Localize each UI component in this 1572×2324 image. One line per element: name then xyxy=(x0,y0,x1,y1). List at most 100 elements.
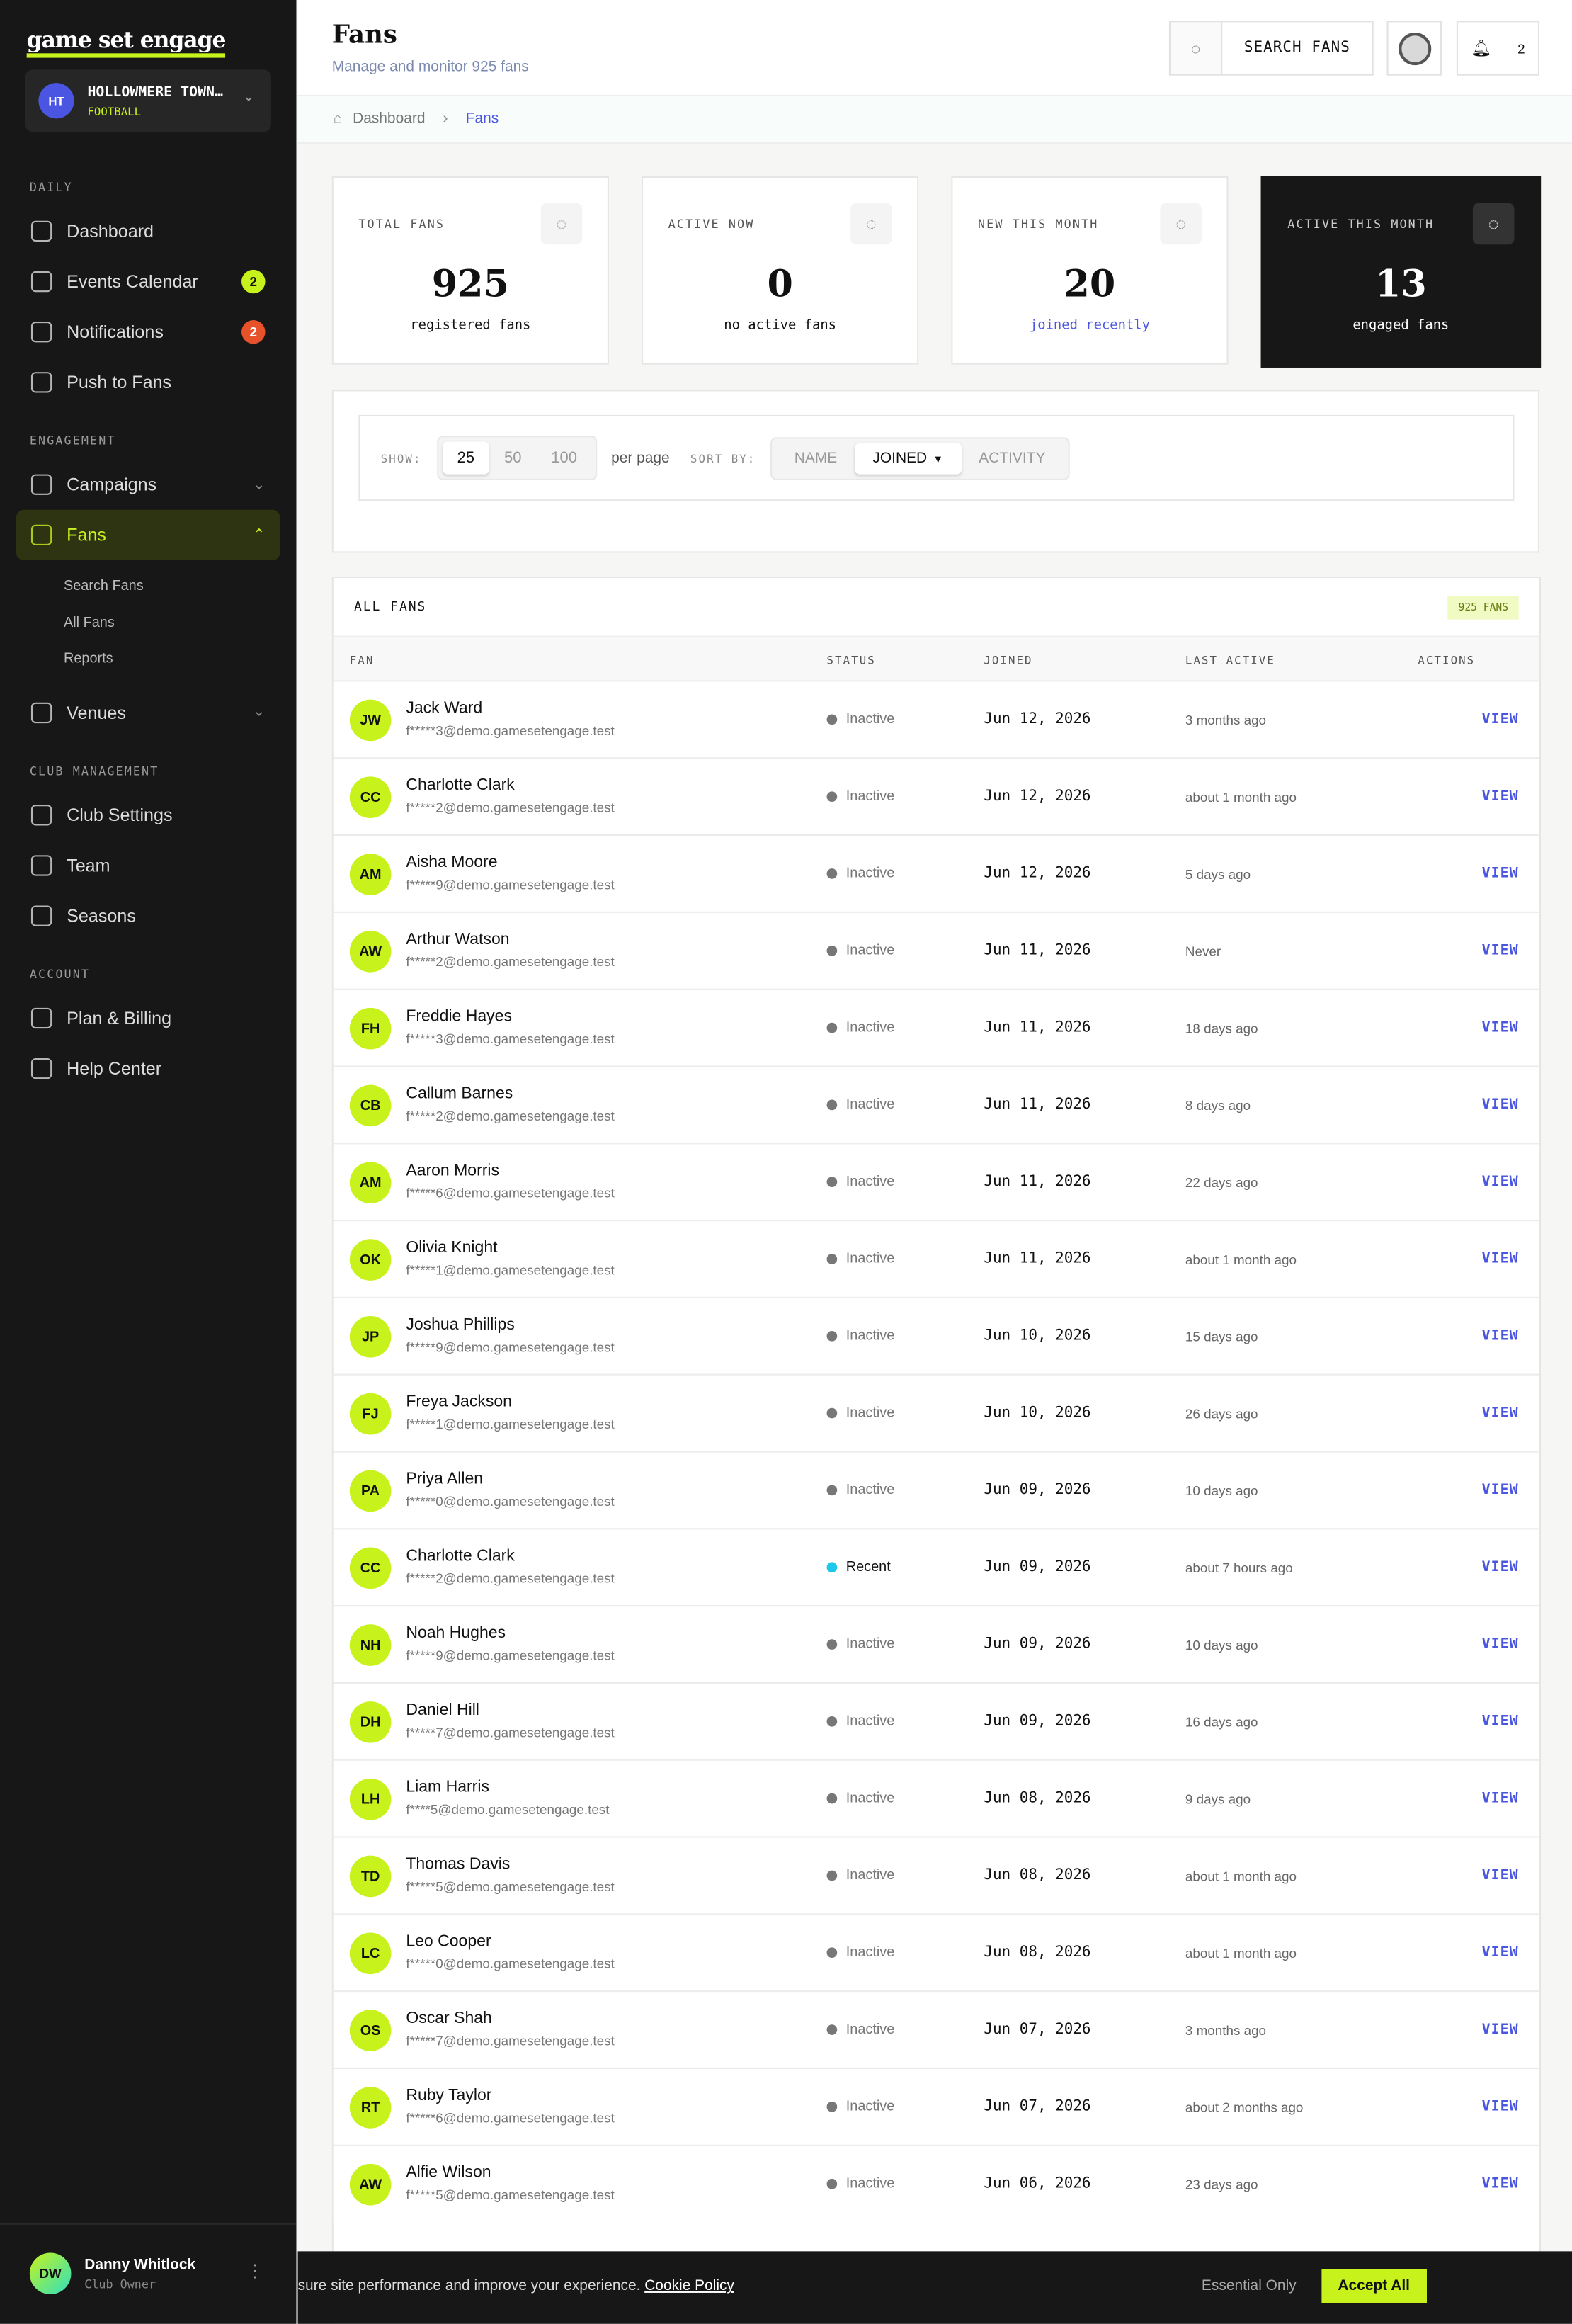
nav-item[interactable]: Seasons xyxy=(16,890,280,940)
status: Inactive xyxy=(826,2022,894,2038)
sub-nav-item[interactable]: Search Fans xyxy=(63,578,144,595)
fan-name[interactable]: Alfie Wilson xyxy=(406,2163,491,2182)
club-name: HOLLOWMERE TOWN… xyxy=(87,84,223,101)
nav-label: Events Calendar xyxy=(67,271,198,293)
fan-name[interactable]: Charlotte Clark xyxy=(406,776,515,795)
sub-nav-item[interactable]: All Fans xyxy=(63,614,115,631)
stat-label: TOTAL FANS xyxy=(358,217,445,232)
view-button[interactable]: VIEW xyxy=(1481,2098,1519,2115)
last-active: 26 days ago xyxy=(1185,1406,1258,1422)
sort-option[interactable]: NAME xyxy=(794,450,838,467)
notification-button[interactable]: 🔔︎ 2 xyxy=(1456,21,1540,76)
fan-name[interactable]: Leo Cooper xyxy=(406,1932,491,1951)
nav-item[interactable]: Venues ⌄ xyxy=(16,687,280,737)
header: Fans Manage and monitor 925 fans ○ SEARC… xyxy=(297,0,1572,97)
status-dot xyxy=(826,1716,838,1727)
status-label: Inactive xyxy=(845,1327,895,1344)
nav-item[interactable]: Help Center xyxy=(16,1043,280,1093)
joined-date: Jun 09, 2026 xyxy=(984,1482,1091,1499)
nav-item[interactable]: Dashboard xyxy=(16,206,280,256)
fan-name[interactable]: Noah Hughes xyxy=(406,1624,506,1643)
view-button[interactable]: VIEW xyxy=(1481,1405,1519,1422)
status: Inactive xyxy=(826,788,894,805)
column-header: STATUS xyxy=(826,653,876,667)
status-dot xyxy=(826,791,838,802)
page-size-option[interactable]: 25 xyxy=(442,441,490,475)
breadcrumb-link[interactable]: Dashboard xyxy=(353,110,426,127)
page-size-option[interactable]: 100 xyxy=(551,448,577,467)
fan-name[interactable]: Aisha Moore xyxy=(406,854,498,872)
last-active: 5 days ago xyxy=(1185,867,1251,882)
fan-name[interactable]: Thomas Davis xyxy=(406,1855,511,1874)
view-button[interactable]: VIEW xyxy=(1481,1096,1519,1113)
nav-item[interactable]: Plan & Billing xyxy=(16,992,280,1043)
fan-name[interactable]: Liam Harris xyxy=(406,1778,489,1796)
fan-name[interactable]: Ruby Taylor xyxy=(406,2087,492,2105)
nav-section-title: CLUB MANAGEMENT xyxy=(29,764,159,778)
nav-icon xyxy=(30,322,52,343)
nav-item[interactable]: Push to Fans xyxy=(16,357,280,407)
fan-email: f*****9@demo.gamesetengage.test xyxy=(406,877,615,892)
fan-name[interactable]: Charlotte Clark xyxy=(406,1547,515,1565)
user-footer[interactable]: DW Danny Whitlock Club Owner ⋮ xyxy=(0,2223,297,2324)
joined-date: Jun 08, 2026 xyxy=(984,1944,1091,1961)
nav-icon xyxy=(30,804,52,825)
view-button[interactable]: VIEW xyxy=(1481,1713,1519,1730)
status-label: Inactive xyxy=(845,1867,895,1884)
fan-name[interactable]: Priya Allen xyxy=(406,1470,484,1488)
fan-name[interactable]: Jack Ward xyxy=(406,699,483,718)
view-button[interactable]: VIEW xyxy=(1481,1174,1519,1191)
page-size-option[interactable]: 50 xyxy=(503,448,522,467)
club-switcher[interactable]: HT HOLLOWMERE TOWN… FOOTBALL ⌄ xyxy=(25,69,271,132)
view-button[interactable]: VIEW xyxy=(1481,1327,1519,1344)
fan-name[interactable]: Olivia Knight xyxy=(406,1239,498,1257)
last-active: 10 days ago xyxy=(1185,1638,1258,1653)
sort-option[interactable]: JOINED ▼ xyxy=(855,442,962,474)
table-row: PA Priya Allen f*****0@demo.gamesetengage.… xyxy=(333,1451,1540,1530)
view-button[interactable]: VIEW xyxy=(1481,1636,1519,1653)
view-button[interactable]: VIEW xyxy=(1481,2022,1519,2039)
view-button[interactable]: VIEW xyxy=(1481,942,1519,959)
logo[interactable]: game set engage xyxy=(26,27,226,58)
essential-only-button[interactable]: Essential Only xyxy=(1201,2278,1297,2295)
view-button[interactable]: VIEW xyxy=(1481,711,1519,728)
view-button[interactable]: VIEW xyxy=(1481,1559,1519,1576)
view-button[interactable]: VIEW xyxy=(1481,1250,1519,1268)
last-active: 23 days ago xyxy=(1185,2177,1258,2192)
fan-name[interactable]: Arthur Watson xyxy=(406,931,510,949)
table-row: FH Freddie Hayes f*****3@demo.gamesetengag… xyxy=(333,988,1540,1067)
sort-option[interactable]: ACTIVITY xyxy=(979,450,1046,467)
fan-name[interactable]: Oscar Shah xyxy=(406,2010,492,2028)
more[interactable]: ⋮ xyxy=(246,2260,264,2282)
nav-item[interactable]: Fans ⌃ xyxy=(16,509,280,560)
profile-button[interactable] xyxy=(1386,21,1442,76)
view-button[interactable]: VIEW xyxy=(1481,1867,1519,1884)
fan-name[interactable]: Freya Jackson xyxy=(406,1393,512,1411)
nav-item[interactable]: Notifications 2 xyxy=(16,307,280,357)
nav-item[interactable]: Team xyxy=(16,839,280,890)
view-button[interactable]: VIEW xyxy=(1481,1482,1519,1499)
view-button[interactable]: VIEW xyxy=(1481,2175,1519,2192)
view-button[interactable]: VIEW xyxy=(1481,1019,1519,1036)
fan-email: f*****6@demo.gamesetengage.test xyxy=(406,2110,615,2126)
view-button[interactable]: VIEW xyxy=(1481,1790,1519,1807)
nav-item[interactable]: Club Settings xyxy=(16,789,280,839)
status-label: Inactive xyxy=(845,1944,895,1961)
fan-name[interactable]: Joshua Phillips xyxy=(406,1316,515,1334)
fan-name[interactable]: Daniel Hill xyxy=(406,1701,479,1720)
search-button[interactable]: ○ SEARCH FANS xyxy=(1168,21,1374,76)
view-button[interactable]: VIEW xyxy=(1481,865,1519,882)
nav-item[interactable]: Campaigns ⌄ xyxy=(16,460,280,510)
fan-name[interactable]: Aaron Morris xyxy=(406,1162,500,1180)
fan-name[interactable]: Callum Barnes xyxy=(406,1084,513,1103)
joined-date: Jun 11, 2026 xyxy=(984,1174,1091,1191)
sub-nav-item[interactable]: Reports xyxy=(63,650,113,667)
fan-name[interactable]: Freddie Hayes xyxy=(406,1007,513,1026)
view-button[interactable]: VIEW xyxy=(1481,788,1519,805)
accept-all-button[interactable]: Accept All xyxy=(1321,2269,1427,2303)
cookie-policy-link[interactable]: Cookie Policy xyxy=(644,2278,734,2295)
nav-item[interactable]: Events Calendar 2 xyxy=(16,256,280,307)
view-button[interactable]: VIEW xyxy=(1481,1944,1519,1961)
joined-date: Jun 09, 2026 xyxy=(984,1636,1091,1653)
status-label: Inactive xyxy=(845,1250,895,1268)
